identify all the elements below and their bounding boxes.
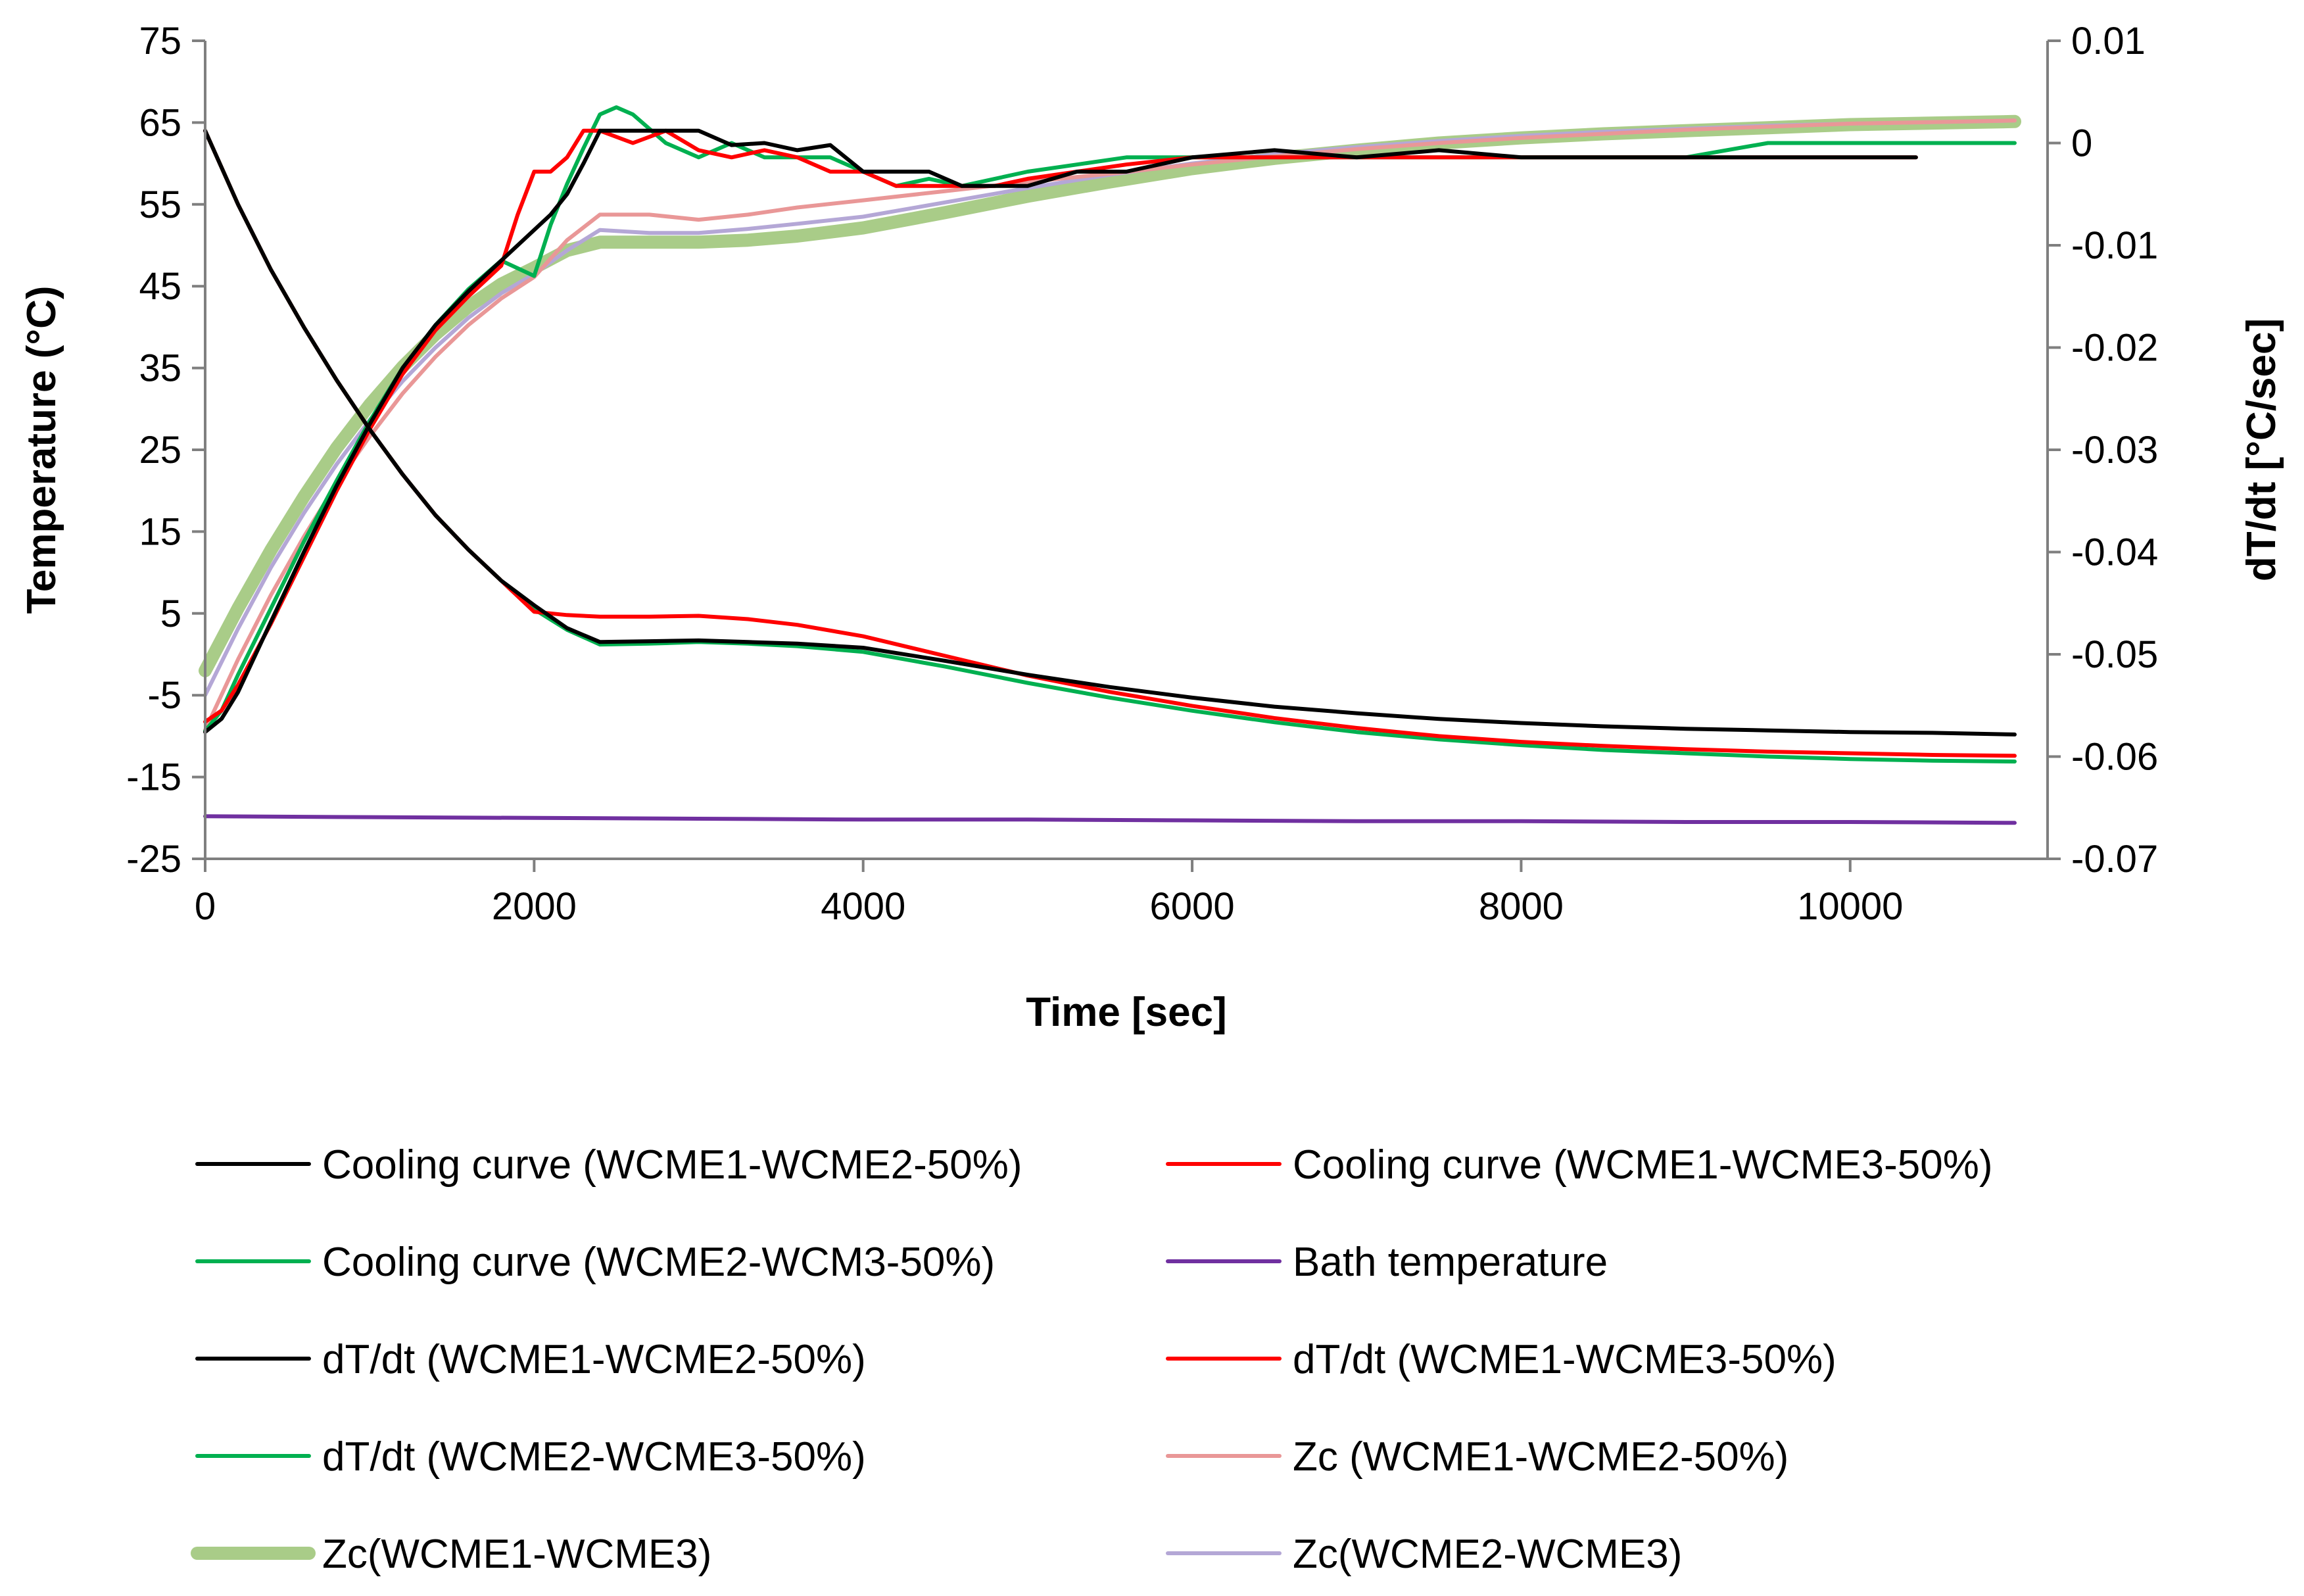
legend-label: dT/dt (WCME1-WCME2-50%) (322, 1337, 866, 1382)
y-right-tick-label: -0.07 (2071, 838, 2158, 881)
legend-item-bath-temperature: Bath temperature (1166, 1240, 1608, 1285)
series-line-zc-wcme1-wcme2-50 (203, 118, 2017, 733)
legend-item-cooling-curve-wcme1-wcme3-50: Cooling curve (WCME1-WCME3-50%) (1166, 1142, 1993, 1188)
x-tick-label: 10000 (1797, 885, 1903, 928)
series-line-dt-dt-wcme2-wcme3-50 (203, 105, 2017, 733)
y-right-tick-label: -0.02 (2071, 327, 2158, 370)
y-left-tick-label: 15 (139, 510, 181, 553)
legend-item-dt-dt-wcme2-wcme3-50: dT/dt (WCME2-WCME3-50%) (195, 1434, 866, 1480)
legend-item-dt-dt-wcme1-wcme3-50: dT/dt (WCME1-WCME3-50%) (1166, 1337, 1836, 1382)
series-line-zc-wcme1-wcme3 (199, 114, 2021, 677)
legend-label: Cooling curve (WCME1-WCME3-50%) (1293, 1142, 1993, 1188)
y-left-tick-label: -5 (147, 674, 181, 717)
y-left-tick-label: 5 (160, 592, 181, 635)
y-right-tick-label: 0 (2071, 122, 2092, 165)
y-left-tick-label: -25 (126, 838, 181, 881)
y-right-tick-label: -0.05 (2071, 633, 2158, 676)
x-tick-label: 4000 (821, 885, 905, 928)
y-right-tick-label: -0.04 (2071, 531, 2158, 574)
legend-item-zc-wcme2-wcme3: Zc(WCME2-WCME3) (1166, 1532, 1682, 1577)
series-layer (199, 105, 2021, 825)
y-left-tick-label: 45 (139, 265, 181, 308)
y-left-tick-label: -15 (126, 756, 181, 799)
legend-label: Cooling curve (WCME1-WCME2-50%) (322, 1142, 1022, 1188)
ticks-layer: 0 2000 4000 6000 8000 10000 75 65 55 45 35 25 15 5 -5 -… (126, 20, 2158, 928)
legend-item-cooling-curve-wcme2-wcm3-50: Cooling curve (WCME2-WCM3-50%) (195, 1240, 995, 1285)
y-left-tick-label: 55 (139, 183, 181, 226)
y-right-tick-label: -0.06 (2071, 736, 2158, 779)
legend-label: Cooling curve (WCME2-WCM3-50%) (322, 1240, 995, 1285)
y-left-tick-label: 25 (139, 429, 181, 472)
y-right-axis-title: dT/dt [°C/sec] (2239, 318, 2284, 581)
legend-item-dt-dt-wcme1-wcme2-50: dT/dt (WCME1-WCME2-50%) (195, 1337, 866, 1382)
series-line-dt-dt-wcme1-wcme2-50 (203, 128, 1918, 735)
y-right-tick-label: -0.03 (2071, 429, 2158, 472)
legend: Cooling curve (WCME1-WCME2-50%) Cooling c… (191, 1142, 1993, 1577)
series-line-cooling-curve-wcme2-wcm3-50 (203, 128, 2017, 763)
legend-label: Zc (WCME1-WCME2-50%) (1293, 1434, 1788, 1480)
x-tick-label: 6000 (1150, 885, 1235, 928)
legend-item-zc-wcme1-wcme2-50: Zc (WCME1-WCME2-50%) (1166, 1434, 1788, 1480)
legend-label: dT/dt (WCME1-WCME3-50%) (1293, 1337, 1836, 1382)
series-line-dt-dt-wcme1-wcme3-50 (203, 128, 1918, 724)
y-right-tick-label: -0.01 (2071, 224, 2158, 267)
series-line-zc-wcme2-wcme3 (203, 118, 2017, 698)
legend-label: dT/dt (WCME2-WCME3-50%) (322, 1434, 866, 1480)
x-tick-label: 8000 (1479, 885, 1564, 928)
y-left-tick-label: 35 (139, 347, 181, 390)
y-left-axis-title: Temperature (°C) (19, 285, 64, 614)
y-right-tick-label: 0.01 (2071, 20, 2146, 62)
legend-label: Zc(WCME2-WCME3) (1293, 1532, 1682, 1577)
x-axis-title: Time [sec] (1026, 990, 1227, 1035)
x-tick-label: 2000 (492, 885, 577, 928)
x-tick-label: 0 (195, 885, 216, 928)
legend-label: Bath temperature (1293, 1240, 1608, 1285)
series-line-cooling-curve-wcme1-wcme3-50 (203, 128, 2017, 758)
y-left-tick-label: 65 (139, 101, 181, 144)
legend-label: Zc(WCME1-WCME3) (322, 1532, 711, 1577)
series-line-cooling-curve-wcme1-wcme2-50 (203, 128, 2017, 737)
legend-item-cooling-curve-wcme1-wcme2-50: Cooling curve (WCME1-WCME2-50%) (195, 1142, 1022, 1188)
y-left-tick-label: 75 (139, 20, 181, 62)
series-line-bath-temperature (203, 814, 2017, 825)
legend-item-zc-wcme1-wcme3: Zc(WCME1-WCME3) (191, 1532, 711, 1577)
